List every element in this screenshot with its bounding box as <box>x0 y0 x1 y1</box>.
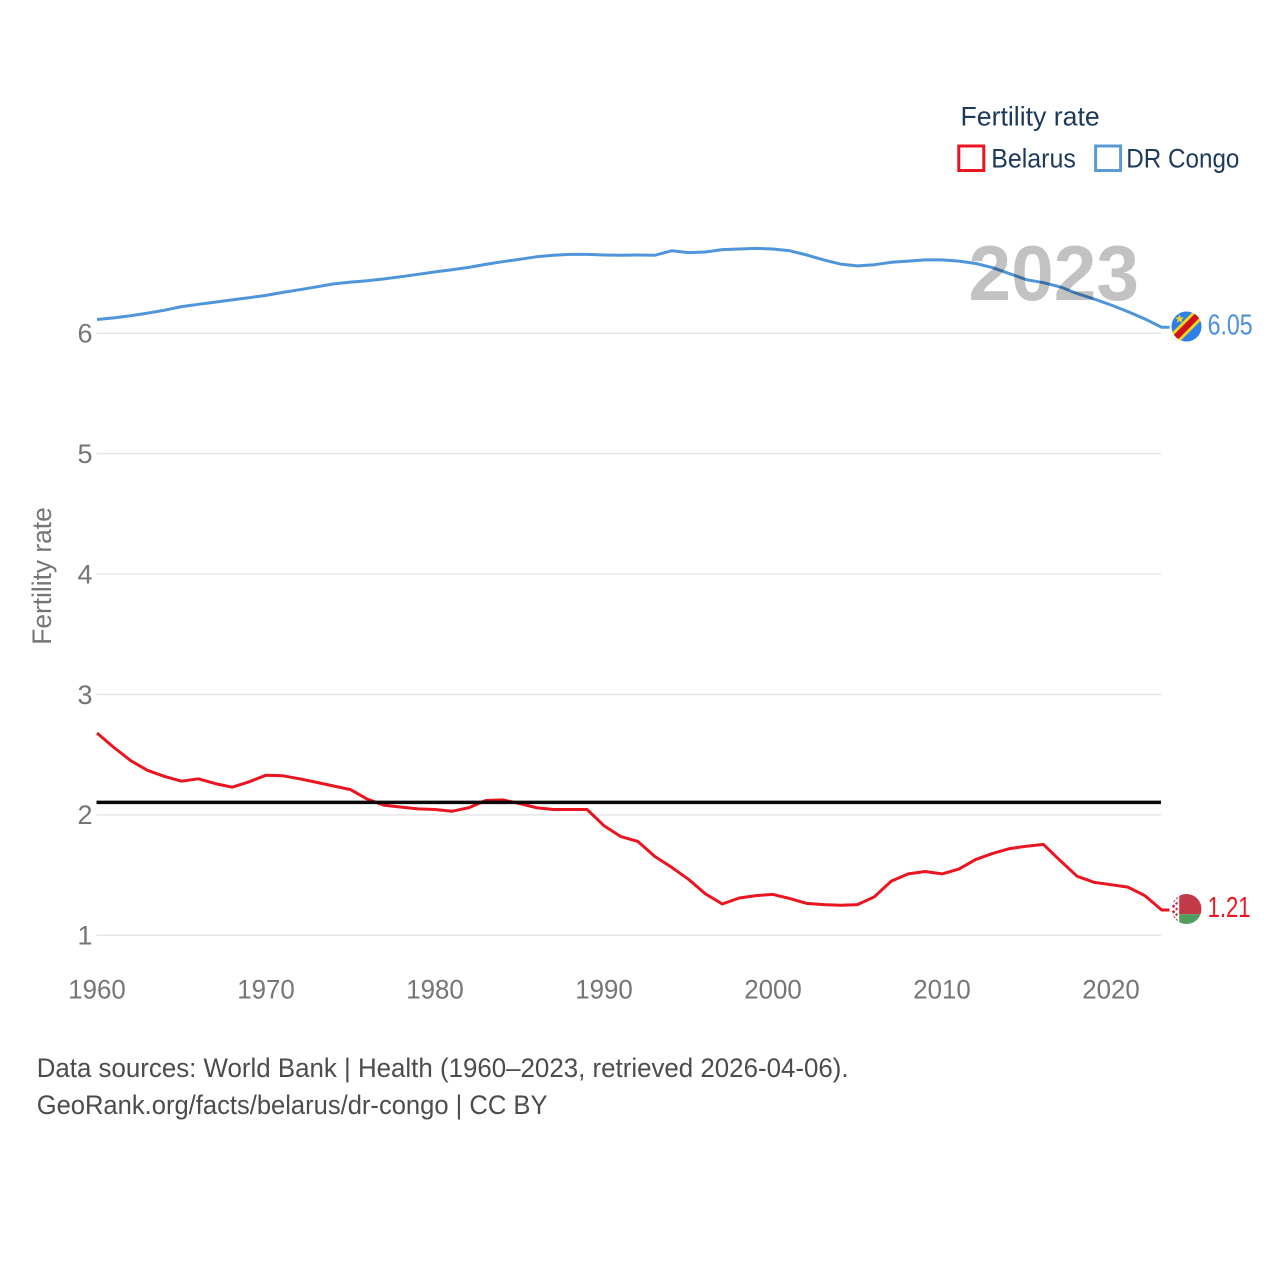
svg-text:Fertility rate: Fertility rate <box>27 507 57 645</box>
svg-text:2020: 2020 <box>1082 975 1140 1005</box>
svg-text:1990: 1990 <box>575 975 633 1005</box>
svg-text:DR Congo: DR Congo <box>1126 144 1239 174</box>
svg-text:3: 3 <box>77 680 92 710</box>
svg-text:4: 4 <box>77 559 92 589</box>
svg-text:Belarus: Belarus <box>991 144 1076 174</box>
svg-text:1: 1 <box>77 921 92 951</box>
svg-text:5: 5 <box>77 439 92 469</box>
svg-text:Data sources: World Bank | Hea: Data sources: World Bank | Health (1960–… <box>37 1053 849 1083</box>
svg-text:1980: 1980 <box>406 975 464 1005</box>
svg-text:2023: 2023 <box>969 229 1140 317</box>
svg-text:1960: 1960 <box>68 975 126 1005</box>
svg-text:1970: 1970 <box>237 975 295 1005</box>
svg-text:2: 2 <box>77 800 92 830</box>
svg-text:GeoRank.org/facts/belarus/dr-c: GeoRank.org/facts/belarus/dr-congo | CC … <box>37 1090 548 1120</box>
svg-text:6.05: 6.05 <box>1208 310 1253 342</box>
svg-text:2010: 2010 <box>913 975 971 1005</box>
svg-text:6: 6 <box>77 319 92 349</box>
svg-text:1.21: 1.21 <box>1208 892 1251 924</box>
svg-text:Fertility rate: Fertility rate <box>961 102 1100 132</box>
svg-text:2000: 2000 <box>744 975 802 1005</box>
